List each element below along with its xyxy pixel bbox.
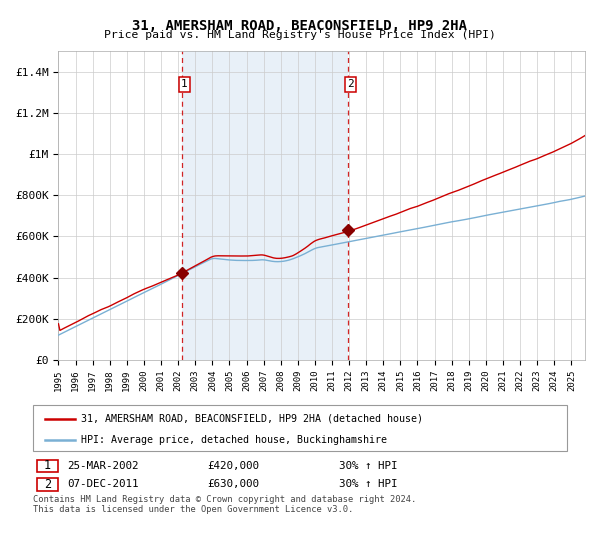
Text: 2: 2 [347,80,353,89]
Text: HPI: Average price, detached house, Buckinghamshire: HPI: Average price, detached house, Buck… [81,435,387,445]
Text: £420,000: £420,000 [207,461,259,471]
Text: 30% ↑ HPI: 30% ↑ HPI [339,461,397,471]
Text: 31, AMERSHAM ROAD, BEACONSFIELD, HP9 2HA: 31, AMERSHAM ROAD, BEACONSFIELD, HP9 2HA [133,19,467,33]
Text: 1: 1 [181,80,188,89]
Text: This data is licensed under the Open Government Licence v3.0.: This data is licensed under the Open Gov… [33,505,353,514]
Text: Price paid vs. HM Land Registry's House Price Index (HPI): Price paid vs. HM Land Registry's House … [104,30,496,40]
Text: 31, AMERSHAM ROAD, BEACONSFIELD, HP9 2HA (detached house): 31, AMERSHAM ROAD, BEACONSFIELD, HP9 2HA… [81,414,423,424]
Text: Contains HM Land Registry data © Crown copyright and database right 2024.: Contains HM Land Registry data © Crown c… [33,495,416,505]
Text: 1: 1 [44,459,51,473]
Text: 07-DEC-2011: 07-DEC-2011 [67,479,139,489]
Text: 25-MAR-2002: 25-MAR-2002 [67,461,139,471]
Text: 2: 2 [44,478,51,491]
Bar [182,52,348,360]
Text: 30% ↑ HPI: 30% ↑ HPI [339,479,397,489]
Text: £630,000: £630,000 [207,479,259,489]
